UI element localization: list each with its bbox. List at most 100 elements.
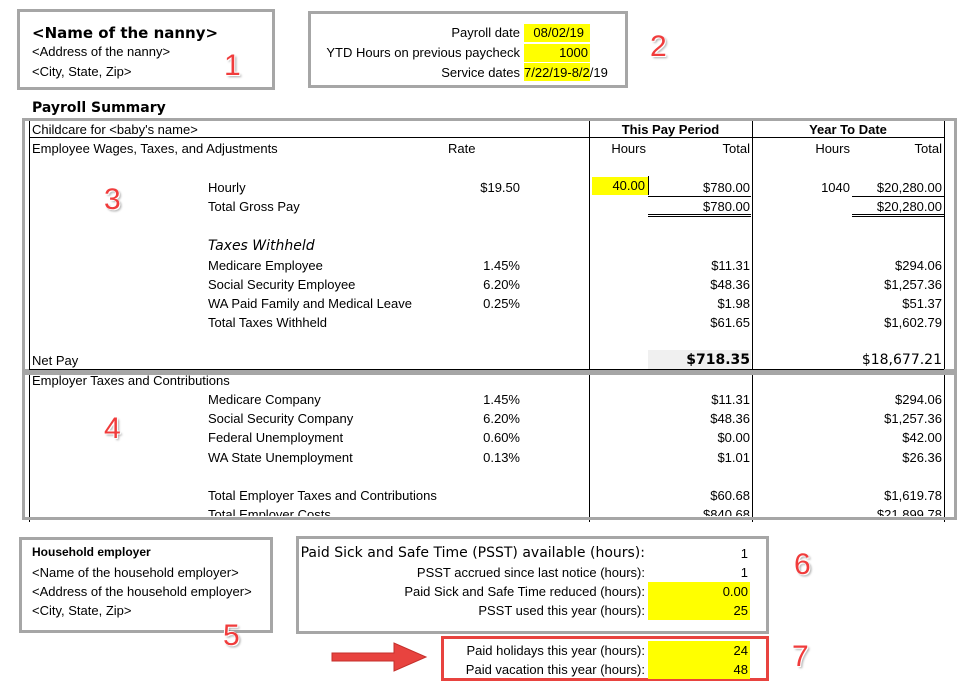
employer-tax-total: $0.00: [717, 430, 750, 445]
this-pay-period-header: This Pay Period: [621, 122, 720, 137]
net-pay-label: Net Pay: [32, 353, 79, 368]
holidays-value: 24: [648, 641, 750, 660]
total-taxes-ytd: $1,602.79: [884, 315, 942, 330]
employer-tax-total: $48.36: [710, 411, 750, 426]
marker-7: 7: [792, 640, 809, 673]
tax-total: $48.36: [710, 277, 750, 292]
vacation-value: 48: [648, 660, 750, 679]
employer-tax-rate: 0.13%: [483, 450, 520, 465]
psst-used-label: PSST used this year (hours):: [478, 603, 645, 618]
hourly-rate: $19.50: [480, 180, 520, 195]
ytd-hours-label: YTD Hours on previous paycheck: [326, 45, 520, 60]
hourly-label: Hourly: [208, 180, 246, 195]
psst-box: [296, 536, 769, 634]
table-left-border: [29, 119, 30, 522]
employer-tax-ytd: $26.36: [902, 450, 942, 465]
period-hours-header: Hours: [611, 141, 646, 156]
section-4-box: [22, 372, 957, 520]
tax-rate: 0.25%: [483, 296, 520, 311]
table-right-border: [944, 119, 945, 522]
hours-cell-divider: [648, 176, 649, 195]
employer-tax-rate: 1.45%: [483, 392, 520, 407]
rate-header: Rate: [448, 141, 476, 156]
tax-ytd: $51.37: [902, 296, 942, 311]
net-pay-shade: [648, 350, 751, 369]
hourly-underline-period: [648, 196, 751, 197]
total-employer-value: $60.68: [710, 488, 750, 503]
total-cost-label: Total Employer Costs: [208, 507, 331, 516]
service-dates-label: Service dates: [441, 65, 520, 80]
net-pay-line: [29, 369, 944, 370]
ytd-total-header: Total: [914, 141, 942, 156]
marker-5: 5: [223, 619, 240, 652]
hourly-ytd-hours: 1040: [821, 180, 850, 195]
marker-2: 2: [650, 30, 667, 63]
total-cost-value: $840.68: [703, 507, 750, 516]
marker-4: 4: [104, 412, 121, 445]
tax-label: Social Security Employee: [208, 277, 356, 292]
employer-tax-rate: 6.20%: [483, 411, 520, 426]
employer-address: <Address of the household employer>: [32, 584, 252, 599]
hourly-underline-ytd: [852, 196, 944, 197]
gross-pay-label: Total Gross Pay: [208, 199, 300, 214]
tax-total: $1.98: [717, 296, 750, 311]
hourly-total: $780.00: [703, 180, 750, 195]
tax-ytd: $1,257.36: [884, 277, 942, 292]
nanny-info-box: [17, 9, 275, 90]
employer-name: <Name of the household employer>: [32, 565, 239, 580]
employer-info-box: [19, 537, 273, 633]
section-3-box: [22, 118, 957, 372]
payroll-info-box: [308, 11, 628, 88]
employer-tax-label: Social Security Company: [208, 411, 354, 426]
nanny-address: <Address of the nanny>: [32, 44, 171, 59]
tax-rate: 1.45%: [483, 258, 520, 273]
tax-total: $11.31: [711, 258, 750, 273]
total-taxes-value: $61.65: [710, 315, 750, 330]
vacation-label: Paid vacation this year (hours):: [465, 662, 645, 677]
psst-reduced-label: Paid Sick and Safe Time reduced (hours):: [404, 584, 645, 599]
net-pay-value: $718.35: [686, 352, 750, 368]
tax-ytd: $294.06: [895, 258, 942, 273]
employer-section-header: Employer Taxes and Contributions: [32, 373, 230, 388]
total-cost-row-clip: Total Employer Costs $840.68 $21,899.78: [200, 505, 946, 516]
employer-tax-ytd: $294.06: [895, 392, 942, 407]
employer-tax-label: Medicare Company: [208, 392, 321, 407]
employer-tax-ytd: $1,257.36: [884, 411, 942, 426]
psst-accrued-label: PSST accrued since last notice (hours):: [416, 565, 645, 580]
gross-pay-total: $780.00: [703, 199, 750, 214]
service-dates-highlight: [524, 63, 590, 81]
employer-tax-label: Federal Unemployment: [208, 430, 344, 445]
pointer-arrow-icon: [331, 642, 428, 672]
holidays-box: [441, 636, 769, 681]
summary-title: Payroll Summary: [32, 100, 166, 116]
net-pay-ytd: $18,677.21: [861, 352, 942, 368]
col-divider-ytd: [752, 119, 753, 522]
employer-heading: Household employer: [32, 545, 151, 559]
gross-double-underline-period: [648, 214, 751, 217]
tax-label: Medicare Employee: [208, 258, 323, 273]
employer-tax-total: $11.31: [711, 392, 750, 407]
total-employer-ytd: $1,619.78: [884, 488, 942, 503]
psst-used-value: 25: [648, 601, 750, 620]
employer-tax-rate: 0.60%: [483, 430, 520, 445]
employer-city: <City, State, Zip>: [32, 603, 132, 618]
ytd-hours-header: Hours: [815, 141, 850, 156]
total-cost-ytd: $21,899.78: [876, 507, 942, 516]
marker-1: 1: [224, 49, 241, 82]
wages-header: Employee Wages, Taxes, and Adjustments: [32, 141, 278, 156]
hourly-hours: 40.00: [592, 177, 648, 195]
total-employer-label: Total Employer Taxes and Contributions: [208, 488, 437, 503]
period-total-header: Total: [722, 141, 750, 156]
payroll-date-value: 08/02/19: [524, 24, 590, 42]
col-divider-period: [589, 119, 590, 522]
service-dates-value: 7/22/19-8/2/19: [524, 65, 608, 80]
taxes-withheld-label: Taxes Withheld: [208, 238, 315, 254]
total-taxes-label: Total Taxes Withheld: [208, 315, 327, 330]
psst-reduced-value: 0.00: [648, 582, 750, 601]
hourly-ytd-total: $20,280.00: [876, 180, 942, 195]
childcare-for-label: Childcare for <baby's name>: [32, 122, 198, 137]
table-line-header: [29, 137, 944, 138]
marker-6: 6: [794, 548, 811, 581]
tax-label: WA Paid Family and Medical Leave: [208, 296, 413, 311]
tax-rate: 6.20%: [483, 277, 520, 292]
